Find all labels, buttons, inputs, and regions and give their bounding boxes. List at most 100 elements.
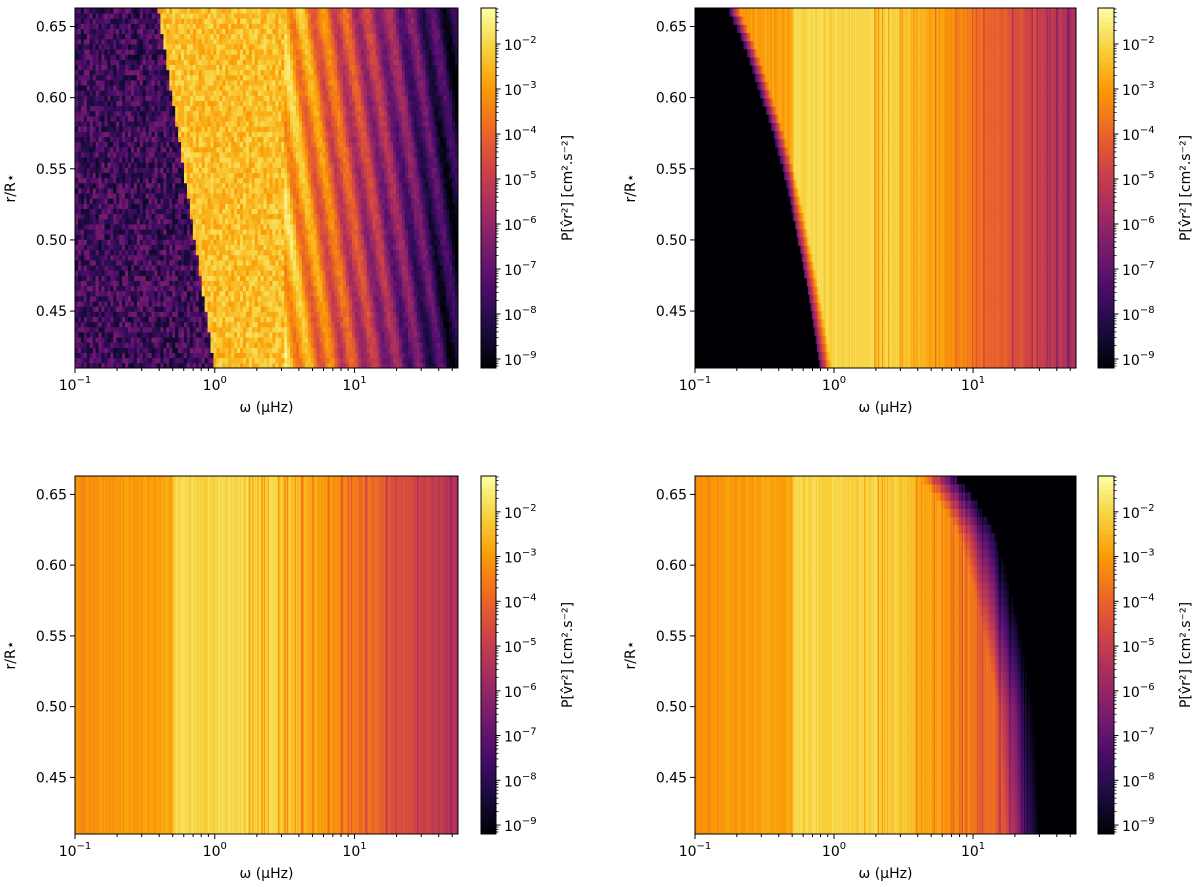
axes-frame [694,475,1077,835]
x-axis: 10−1 100 101 ω (μHz) [59,834,453,882]
colorbar-tick-label: 10−8 [504,771,537,790]
heatmap-top-left [75,8,459,369]
y-tick-label: 0.45 [36,770,67,786]
x-axis-label: ω (μHz) [240,866,294,882]
colorbar-tick-label: 10−6 [504,215,537,234]
colorbar-tick-label: 10−2 [1122,35,1155,54]
colorbar-tick-label: 10−9 [1122,350,1155,369]
y-tick-label: 0.65 [36,19,67,35]
colorbar-tick-label: 10−3 [1122,80,1155,99]
axes-frame [694,7,1077,369]
y-tick-label: 0.60 [656,558,687,574]
x-axis: 10−1 100 101 ω (μHz) [679,368,1071,416]
colorbar-tick-label: 10−8 [504,305,537,324]
colorbar-tick-label: 10−4 [504,592,537,611]
colorbar-tick-label: 10−6 [1122,682,1155,701]
colorbar-tick-label: 10−7 [1122,260,1155,279]
y-tick-label: 0.55 [36,162,67,178]
colorbar-tick-label: 10−2 [504,503,537,522]
colorbar-tick-label: 10−3 [504,80,537,99]
colorbar-tick-label: 10−6 [504,682,537,701]
colorbar-tick-label: 10−7 [1122,727,1155,746]
x-tick-label: 101 [342,375,366,394]
y-tick-label: 0.50 [36,233,67,249]
colorbar-tick-label: 10−2 [504,35,537,54]
y-tick-label: 0.55 [36,629,67,645]
colorbar-tick-label: 10−5 [1122,637,1155,656]
x-tick-label: 10−1 [679,375,712,394]
colorbar-tick-label: 10−8 [1122,305,1155,324]
colorbar-tick-label: 10−7 [504,727,537,746]
x-axis-label: ω (μHz) [859,400,913,416]
colorbar-tick-label: 10−9 [1122,816,1155,835]
colorbar-tick-label: 10−8 [1122,771,1155,790]
y-axis-label: r/R⋆ [623,641,639,670]
x-tick-label: 101 [961,375,985,394]
panel-bottom-left: 10−1 100 101 ω (μHz) 0.45 0.50 0.55 0.60 0.65 r/R… [3,475,576,882]
colorbar: 10−2 10−3 10−4 10−5 10−6 10−7 10−8 10−9 P[v̂r²] … [480,475,576,835]
colorbar-tick-label: 10−4 [504,125,537,144]
x-tick-label: 100 [822,841,846,860]
colorbar-label: P[v̂r²] [cm².s⁻²] [1178,602,1194,708]
colorbar-tick-label: 10−4 [1122,125,1155,144]
y-tick-label: 0.45 [36,304,67,320]
y-axis: 0.45 0.50 0.55 0.60 0.65 r/R⋆ [3,487,75,786]
colorbar: 10−2 10−3 10−4 10−5 10−6 10−7 10−8 10−9 P[v̂r²] … [480,7,576,369]
y-tick-label: 0.45 [656,770,687,786]
x-tick-label: 101 [961,841,985,860]
x-tick-label: 100 [203,841,227,860]
panel-top-left: 10−1 100 101 ω (μHz) 0.45 0.50 0.55 0.60 0.65 r/R… [3,7,576,416]
colorbar-tick-label: 10−3 [1122,548,1155,567]
x-axis-label: ω (μHz) [859,866,913,882]
colorbar-tick-label: 10−6 [1122,215,1155,234]
x-axis: 10−1 100 101 ω (μHz) [59,368,453,416]
colorbar-tick-label: 10−2 [1122,503,1155,522]
x-tick-label: 10−1 [59,375,92,394]
x-tick-label: 101 [342,841,366,860]
colorbar-tick-label: 10−4 [1122,592,1155,611]
x-tick-label: 10−1 [59,841,92,860]
y-tick-label: 0.60 [656,91,687,107]
y-tick-label: 0.65 [656,19,687,35]
colorbar-tick-label: 10−5 [1122,170,1155,189]
y-axis: 0.45 0.50 0.55 0.60 0.65 r/R⋆ [623,487,695,786]
y-tick-label: 0.55 [656,629,687,645]
heatmap-bottom-right [695,476,1076,835]
axes-frame [74,475,459,835]
y-tick-label: 0.55 [656,162,687,178]
y-axis: 0.45 0.50 0.55 0.60 0.65 r/R⋆ [623,19,695,320]
y-axis-label: r/R⋆ [3,641,19,670]
panel-bottom-right: 10−1 100 101 ω (μHz) 0.45 0.50 0.55 0.60 0.65 r/R… [623,475,1194,882]
x-tick-label: 100 [203,375,227,394]
y-axis-label: r/R⋆ [623,174,639,203]
colorbar: 10−2 10−3 10−4 10−5 10−6 10−7 10−8 10−9 P[v̂r²] … [1097,475,1194,835]
colorbar: 10−2 10−3 10−4 10−5 10−6 10−7 10−8 10−9 P[v̂r²] … [1097,7,1194,369]
x-axis-label: ω (μHz) [240,400,294,416]
colorbar-tick-label: 10−9 [504,816,537,835]
y-tick-label: 0.50 [36,700,67,716]
colorbar-tick-label: 10−5 [504,637,537,656]
y-tick-label: 0.65 [36,487,67,503]
y-tick-label: 0.60 [36,558,67,574]
panel-top-right: 10−1 100 101 ω (μHz) 0.45 0.50 0.55 0.60 0.65 r/R… [623,7,1194,416]
colorbar-label: P[v̂r²] [cm².s⁻²] [560,135,576,241]
y-axis: 0.45 0.50 0.55 0.60 0.65 r/R⋆ [3,19,75,320]
y-tick-label: 0.50 [656,233,687,249]
colorbar-tick-label: 10−5 [504,170,537,189]
x-tick-label: 10−1 [679,841,712,860]
x-axis: 10−1 100 101 ω (μHz) [679,834,1071,882]
colorbar-tick-label: 10−7 [504,260,537,279]
y-tick-label: 0.65 [656,487,687,503]
heatmap-bottom-left [75,476,459,834]
x-tick-label: 100 [822,375,846,394]
y-tick-label: 0.45 [656,304,687,320]
colorbar-label: P[v̂r²] [cm².s⁻²] [560,602,576,708]
heatmap-top-right [695,8,1077,369]
y-tick-label: 0.50 [656,700,687,716]
colorbar-tick-label: 10−3 [504,548,537,567]
colorbar-tick-label: 10−9 [504,350,537,369]
y-axis-label: r/R⋆ [3,174,19,203]
axes-frame [74,7,459,369]
colorbar-label: P[v̂r²] [cm².s⁻²] [1178,135,1194,241]
